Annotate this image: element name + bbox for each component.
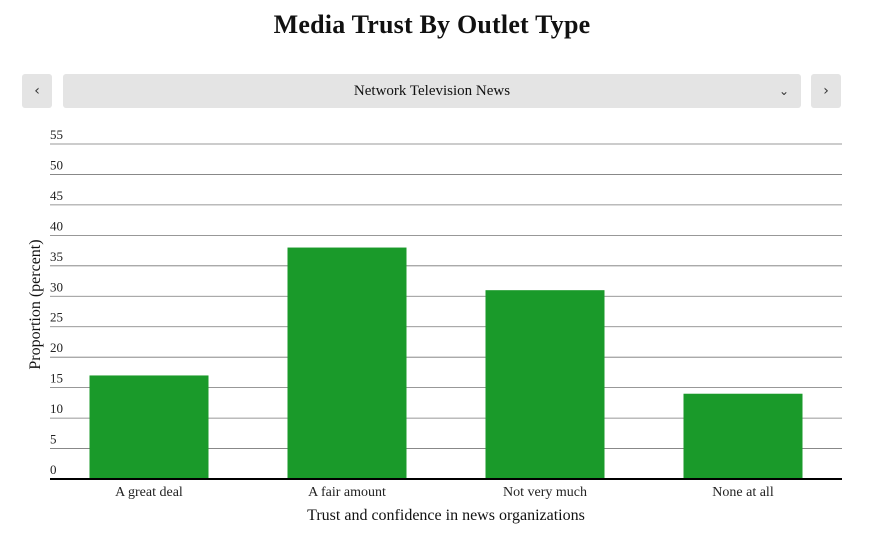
y-tick-label: 15	[50, 371, 63, 386]
y-tick-label: 35	[50, 249, 63, 264]
x-axis-title: Trust and confidence in news organizatio…	[307, 507, 585, 524]
chevron-down-icon: ⌄	[778, 84, 789, 98]
chevron-left-icon: ‹	[34, 83, 40, 99]
x-tick-label: None at all	[712, 485, 774, 500]
bar	[89, 375, 209, 479]
page-title: Media Trust By Outlet Type	[273, 10, 591, 39]
x-tick-label: A fair amount	[308, 485, 386, 500]
outlet-type-select[interactable]: Network Television News ⌄	[63, 74, 801, 108]
bar	[287, 247, 407, 479]
y-axis-title: Proportion (percent)	[27, 239, 44, 369]
y-tick-label: 30	[50, 279, 63, 294]
bar	[485, 290, 605, 479]
previous-button[interactable]: ‹	[22, 74, 52, 108]
y-tick-label: 25	[50, 310, 63, 325]
y-tick-label: 0	[50, 462, 57, 477]
y-tick-label: 55	[50, 127, 63, 142]
y-tick-label: 20	[50, 340, 63, 355]
x-tick-label: Not very much	[503, 485, 587, 500]
next-button[interactable]: ›	[811, 74, 841, 108]
y-tick-label: 45	[50, 188, 63, 203]
y-tick-label: 5	[50, 432, 57, 447]
bar	[683, 393, 803, 479]
y-tick-label: 50	[50, 157, 63, 172]
chevron-right-icon: ›	[823, 83, 829, 99]
outlet-type-select-value: Network Television News	[353, 83, 511, 99]
y-tick-label: 40	[50, 218, 63, 233]
y-tick-label: 10	[50, 401, 63, 416]
x-tick-label: A great deal	[115, 485, 183, 500]
